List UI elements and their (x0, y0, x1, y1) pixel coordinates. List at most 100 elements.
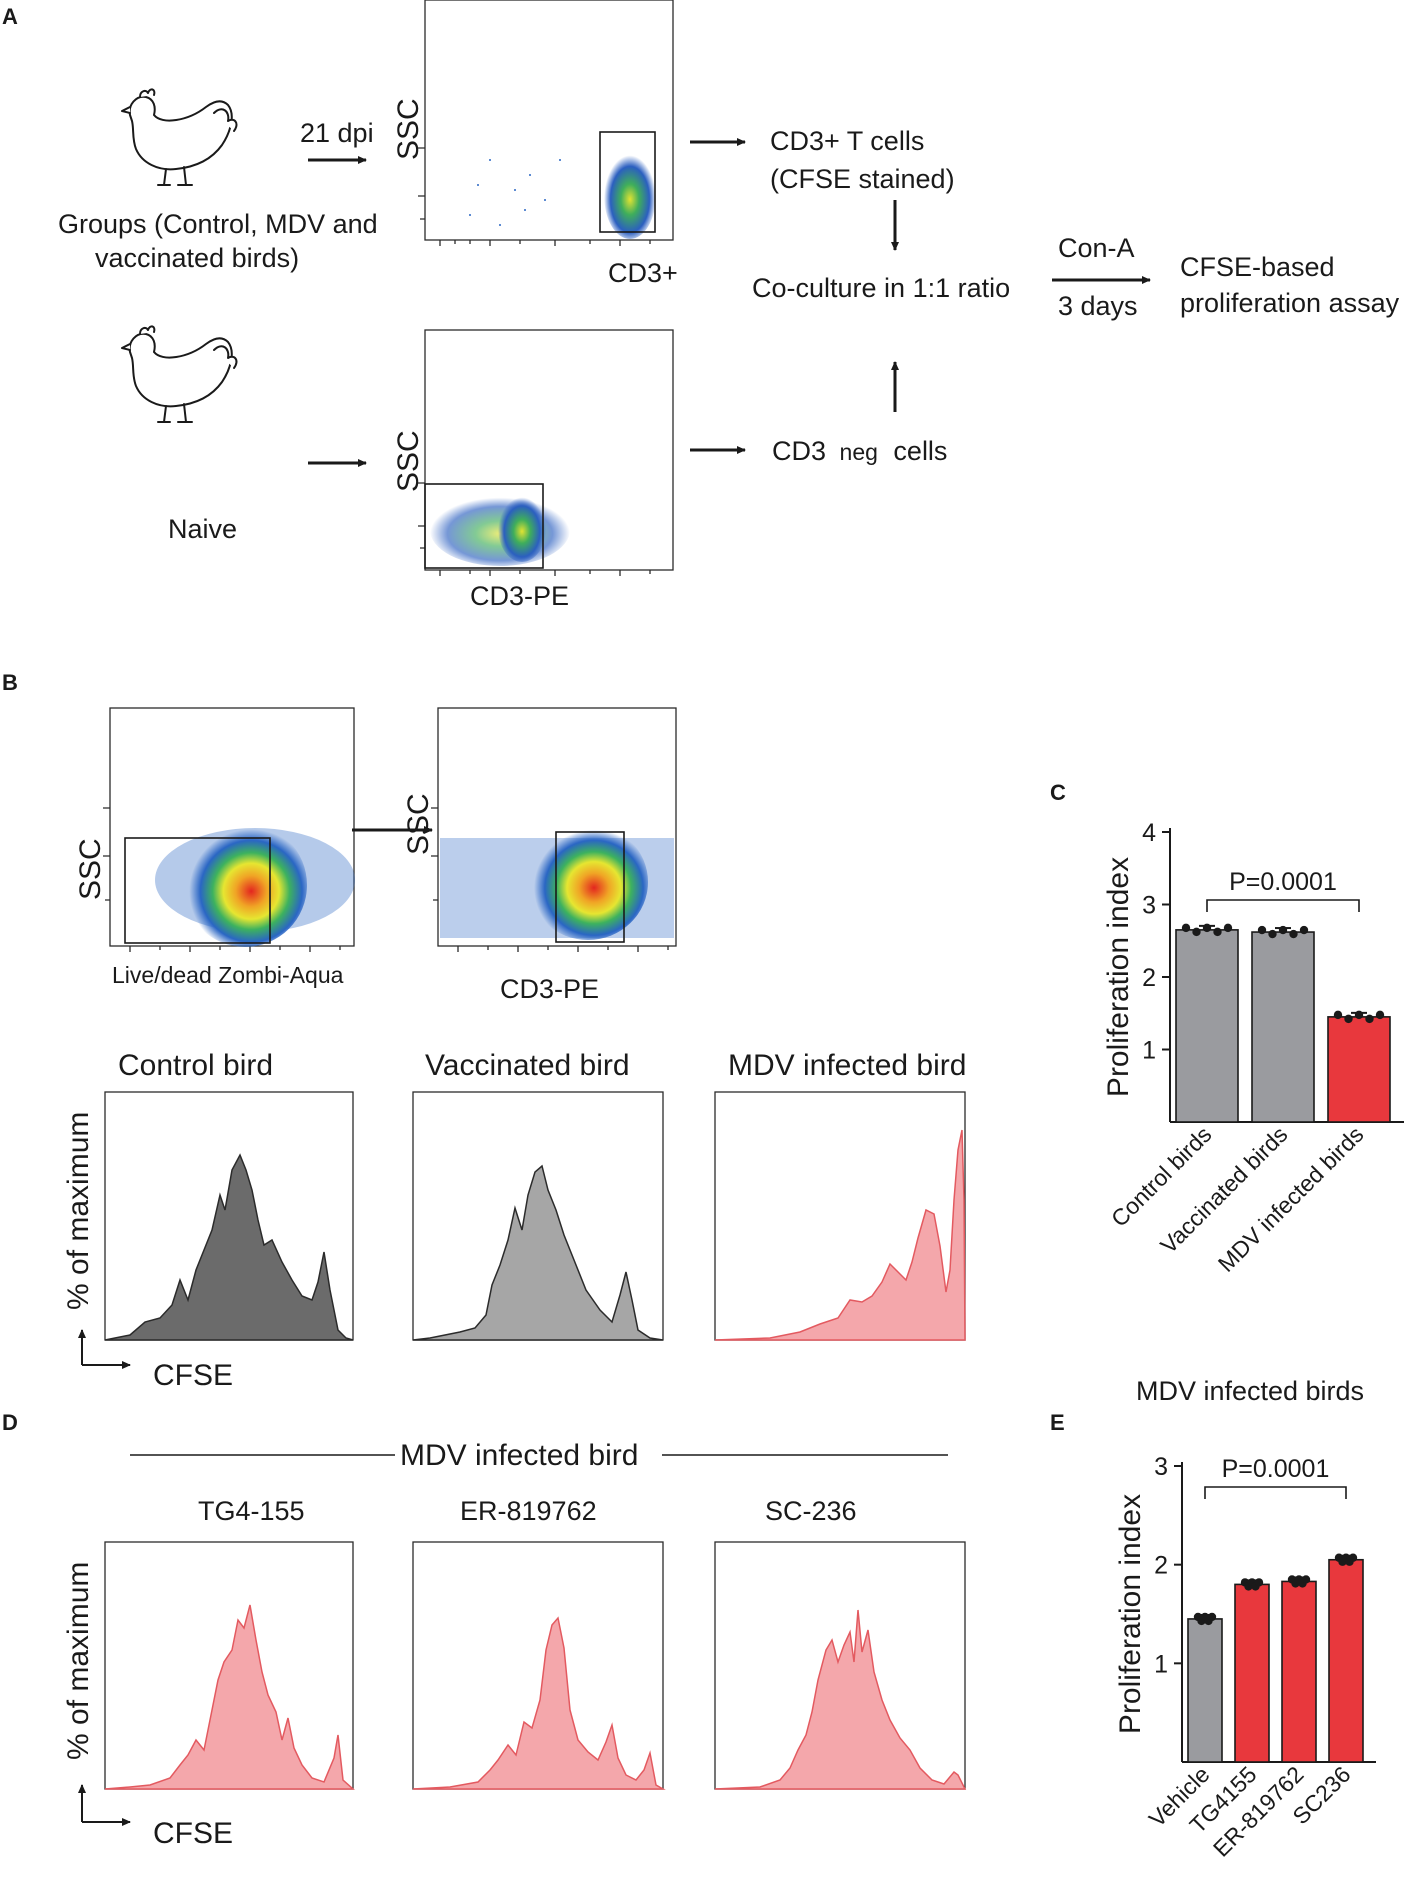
histogram-sc-236 (714, 1541, 967, 1790)
data-point (1333, 1010, 1343, 1020)
chicken-icon (121, 88, 238, 186)
bar (1175, 929, 1239, 1123)
data-point (1301, 1575, 1311, 1584)
data-point (1354, 1010, 1364, 1020)
cd3-neg-label: CD3 neg cells (772, 436, 947, 466)
bar (1187, 1618, 1223, 1763)
histogram-infected (714, 1091, 966, 1341)
y-tick-label: 2 (1142, 964, 1156, 992)
hist-title: MDV infected bird (728, 1049, 966, 1082)
bar (1328, 1558, 1364, 1763)
panel-c-letter: C (1050, 780, 1066, 805)
histogram-er-819762 (412, 1541, 666, 1790)
flow-plot-cd3plus: SSC CD3+ (392, 0, 678, 288)
gate-live (124, 837, 271, 944)
hist-title: Control bird (118, 1049, 273, 1082)
ssc-axis-label: SSC (392, 430, 425, 492)
p-value-label: P=0.0001 (1229, 868, 1337, 896)
y-tick-label: 4 (1142, 819, 1156, 847)
y-tick-label: 3 (1142, 892, 1156, 920)
data-point (1344, 1014, 1353, 1024)
hist-y-label: % of maximum (62, 1562, 95, 1760)
hist-x-label: CFSE (153, 1817, 233, 1850)
bar (1234, 1583, 1270, 1763)
panel-d-letter: D (2, 1410, 18, 1435)
bar (1281, 1580, 1317, 1763)
gate-cd3plus (599, 131, 656, 233)
density-cluster (498, 494, 546, 562)
data-point (1181, 923, 1191, 933)
live-dead-axis-label: Live/dead Zombi-Aqua (112, 962, 344, 988)
assay-line2: proliferation assay (1180, 288, 1400, 318)
hist-title: ER-819762 (460, 1496, 597, 1526)
naive-label: Naive (168, 514, 237, 544)
panel-e-letter: E (1050, 1410, 1065, 1435)
y-axis-label: Proliferation index (1114, 1494, 1147, 1734)
cd3-t-cells-line2: (CFSE stained) (770, 164, 955, 194)
coculture-label: Co-culture in 1:1 ratio (752, 273, 1010, 303)
data-point (1289, 929, 1298, 939)
data-point (1365, 1014, 1374, 1024)
data-point (1223, 923, 1233, 933)
density-cluster (528, 824, 648, 940)
data-point (1192, 927, 1201, 937)
hist-title: SC-236 (765, 1496, 857, 1526)
ssc-axis-label: SSC (74, 838, 107, 900)
chicken-icon (121, 325, 238, 423)
flow-plot-cd3pe: SSC CD3-PE (402, 707, 677, 1004)
x-tick-label: Vaccinated birds (1155, 1121, 1292, 1258)
cd3-t-cells-line1: CD3+ T cells (770, 126, 924, 156)
hist-x-label: CFSE (153, 1359, 233, 1392)
p-value-label: P=0.0001 (1222, 1455, 1330, 1483)
y-tick-label: 2 (1154, 1552, 1168, 1580)
ssc-axis-label: SSC (402, 793, 435, 855)
flow-plot-cd3neg: SSC CD3-PE (392, 329, 674, 611)
panel-b-letter: B (2, 670, 18, 695)
hist-title: Vaccinated bird (425, 1049, 630, 1082)
y-axis-label: Proliferation index (1102, 857, 1135, 1097)
gate-cd3neg (424, 483, 544, 569)
days-label: 3 days (1058, 291, 1138, 321)
density-cluster (604, 151, 656, 239)
groups-label-line2: vaccinated birds) (95, 243, 299, 273)
data-point (1207, 1612, 1217, 1622)
cona-label: Con-A (1058, 233, 1135, 263)
density-cluster (183, 823, 307, 947)
ssc-axis-label: SSC (392, 98, 425, 160)
bar (1251, 931, 1315, 1123)
gate-cd3 (555, 831, 625, 943)
histogram-tg4-155 (104, 1541, 355, 1790)
cd3pe-axis-label: CD3-PE (470, 581, 569, 611)
data-point (1299, 925, 1309, 935)
scatter-sparse (469, 159, 561, 226)
y-tick-label: 1 (1154, 1650, 1168, 1678)
significance-bracket (1206, 899, 1360, 912)
data-point (1202, 923, 1212, 933)
histogram-vaccinated (412, 1091, 664, 1341)
data-point (1278, 925, 1288, 935)
assay-line1: CFSE-based (1180, 252, 1335, 282)
histogram-control (104, 1091, 354, 1341)
y-tick-label: 1 (1142, 1037, 1156, 1065)
data-point (1213, 927, 1222, 937)
cd3pe-axis-label: CD3-PE (500, 974, 599, 1004)
data-point (1257, 925, 1267, 935)
data-point (1268, 929, 1277, 939)
flow-plot-live-dead: SSC Live/dead Zombi-Aqua (74, 707, 355, 988)
y-tick-label: 3 (1154, 1453, 1168, 1481)
hist-title: TG4-155 (198, 1496, 305, 1526)
x-tick-label: MDV infected birds (1213, 1121, 1369, 1277)
groups-label-line1: Groups (Control, MDV and (58, 209, 378, 239)
d-header: MDV infected bird (400, 1439, 638, 1472)
panel-a-letter: A (2, 4, 18, 29)
data-point (1375, 1010, 1385, 1020)
significance-bracket (1204, 1486, 1347, 1499)
data-point (1348, 1553, 1358, 1562)
hist-y-label: % of maximum (62, 1112, 95, 1310)
chart-title: MDV infected birds (1136, 1376, 1364, 1406)
data-point (1254, 1578, 1264, 1587)
dpi-label: 21 dpi (300, 118, 374, 148)
